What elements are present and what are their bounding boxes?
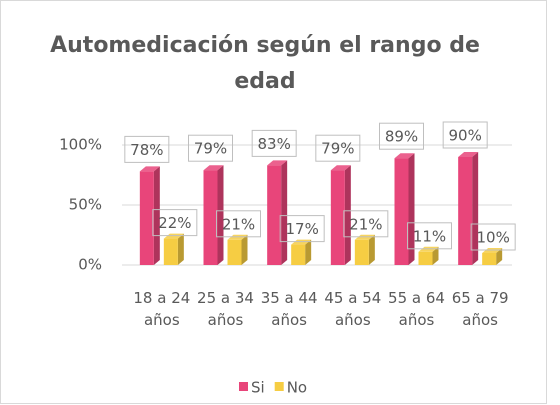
legend-label: No [287,379,307,397]
x-tick-label: 18 a 24 años [133,289,191,329]
data-label: 21% [349,215,382,233]
legend-label: Si [251,379,265,397]
bar [139,171,154,265]
data-label-box [315,134,361,162]
bar-side [281,160,288,265]
bar [458,157,473,265]
data-label-box [407,222,452,250]
x-tick-label: 25 a 34 años [197,289,254,329]
bar [394,158,409,265]
data-label: 83% [257,135,290,153]
bar [203,170,218,265]
data-label: 89% [385,128,418,146]
y-tick-label: 100% [59,136,102,154]
bar-side [305,239,312,265]
data-label: 78% [130,141,163,159]
bar [354,239,369,265]
data-label-box [216,210,261,238]
y-tick-label: 0% [78,256,102,274]
y-tick-label: 50% [69,196,102,214]
bar-side [496,248,503,265]
bar-top [394,153,415,159]
data-label-box [442,121,488,149]
data-label-box [188,134,233,162]
legend-swatch [239,382,248,391]
bar-side [177,233,184,265]
bar-top [458,152,479,157]
bar-side [241,234,248,265]
data-label-box [379,122,424,150]
data-label-box [470,223,516,251]
bar [291,244,306,265]
bar-top [139,166,160,172]
x-tick-label: 45 a 54 años [324,289,382,329]
data-label-box [279,215,325,243]
x-tick-label: 55 a 64 años [388,289,445,329]
data-label: 11% [413,227,446,245]
bar [227,239,242,265]
bar-side [432,246,439,265]
bar-top [203,165,224,171]
data-label: 90% [448,127,481,145]
data-label-box [124,135,170,163]
bar [267,165,282,265]
bar-side [408,153,415,265]
data-label: 21% [222,215,255,233]
bar-top [267,160,288,166]
bar [482,253,497,265]
data-label-box [152,209,198,237]
x-tick-label: 35 a 44 años [260,289,318,329]
data-label-box [251,129,297,157]
data-label-box [343,210,389,238]
chart-title: Automedicación según el rango de edad [50,33,480,94]
data-label: 79% [194,140,227,158]
bar [330,170,345,265]
legend-swatch [274,382,284,391]
data-label: 17% [285,220,318,238]
x-tick-label: 65 a 79 años [451,289,509,329]
bar-top [330,165,351,171]
data-label: 79% [321,140,354,158]
bar-side [472,152,479,265]
bar-side [217,165,224,265]
data-label: 22% [158,214,191,232]
bar [418,251,433,265]
bar [163,238,178,265]
bar-side [153,166,160,265]
bar-side [368,234,375,265]
data-label: 10% [476,229,509,247]
bar-side [344,165,351,265]
